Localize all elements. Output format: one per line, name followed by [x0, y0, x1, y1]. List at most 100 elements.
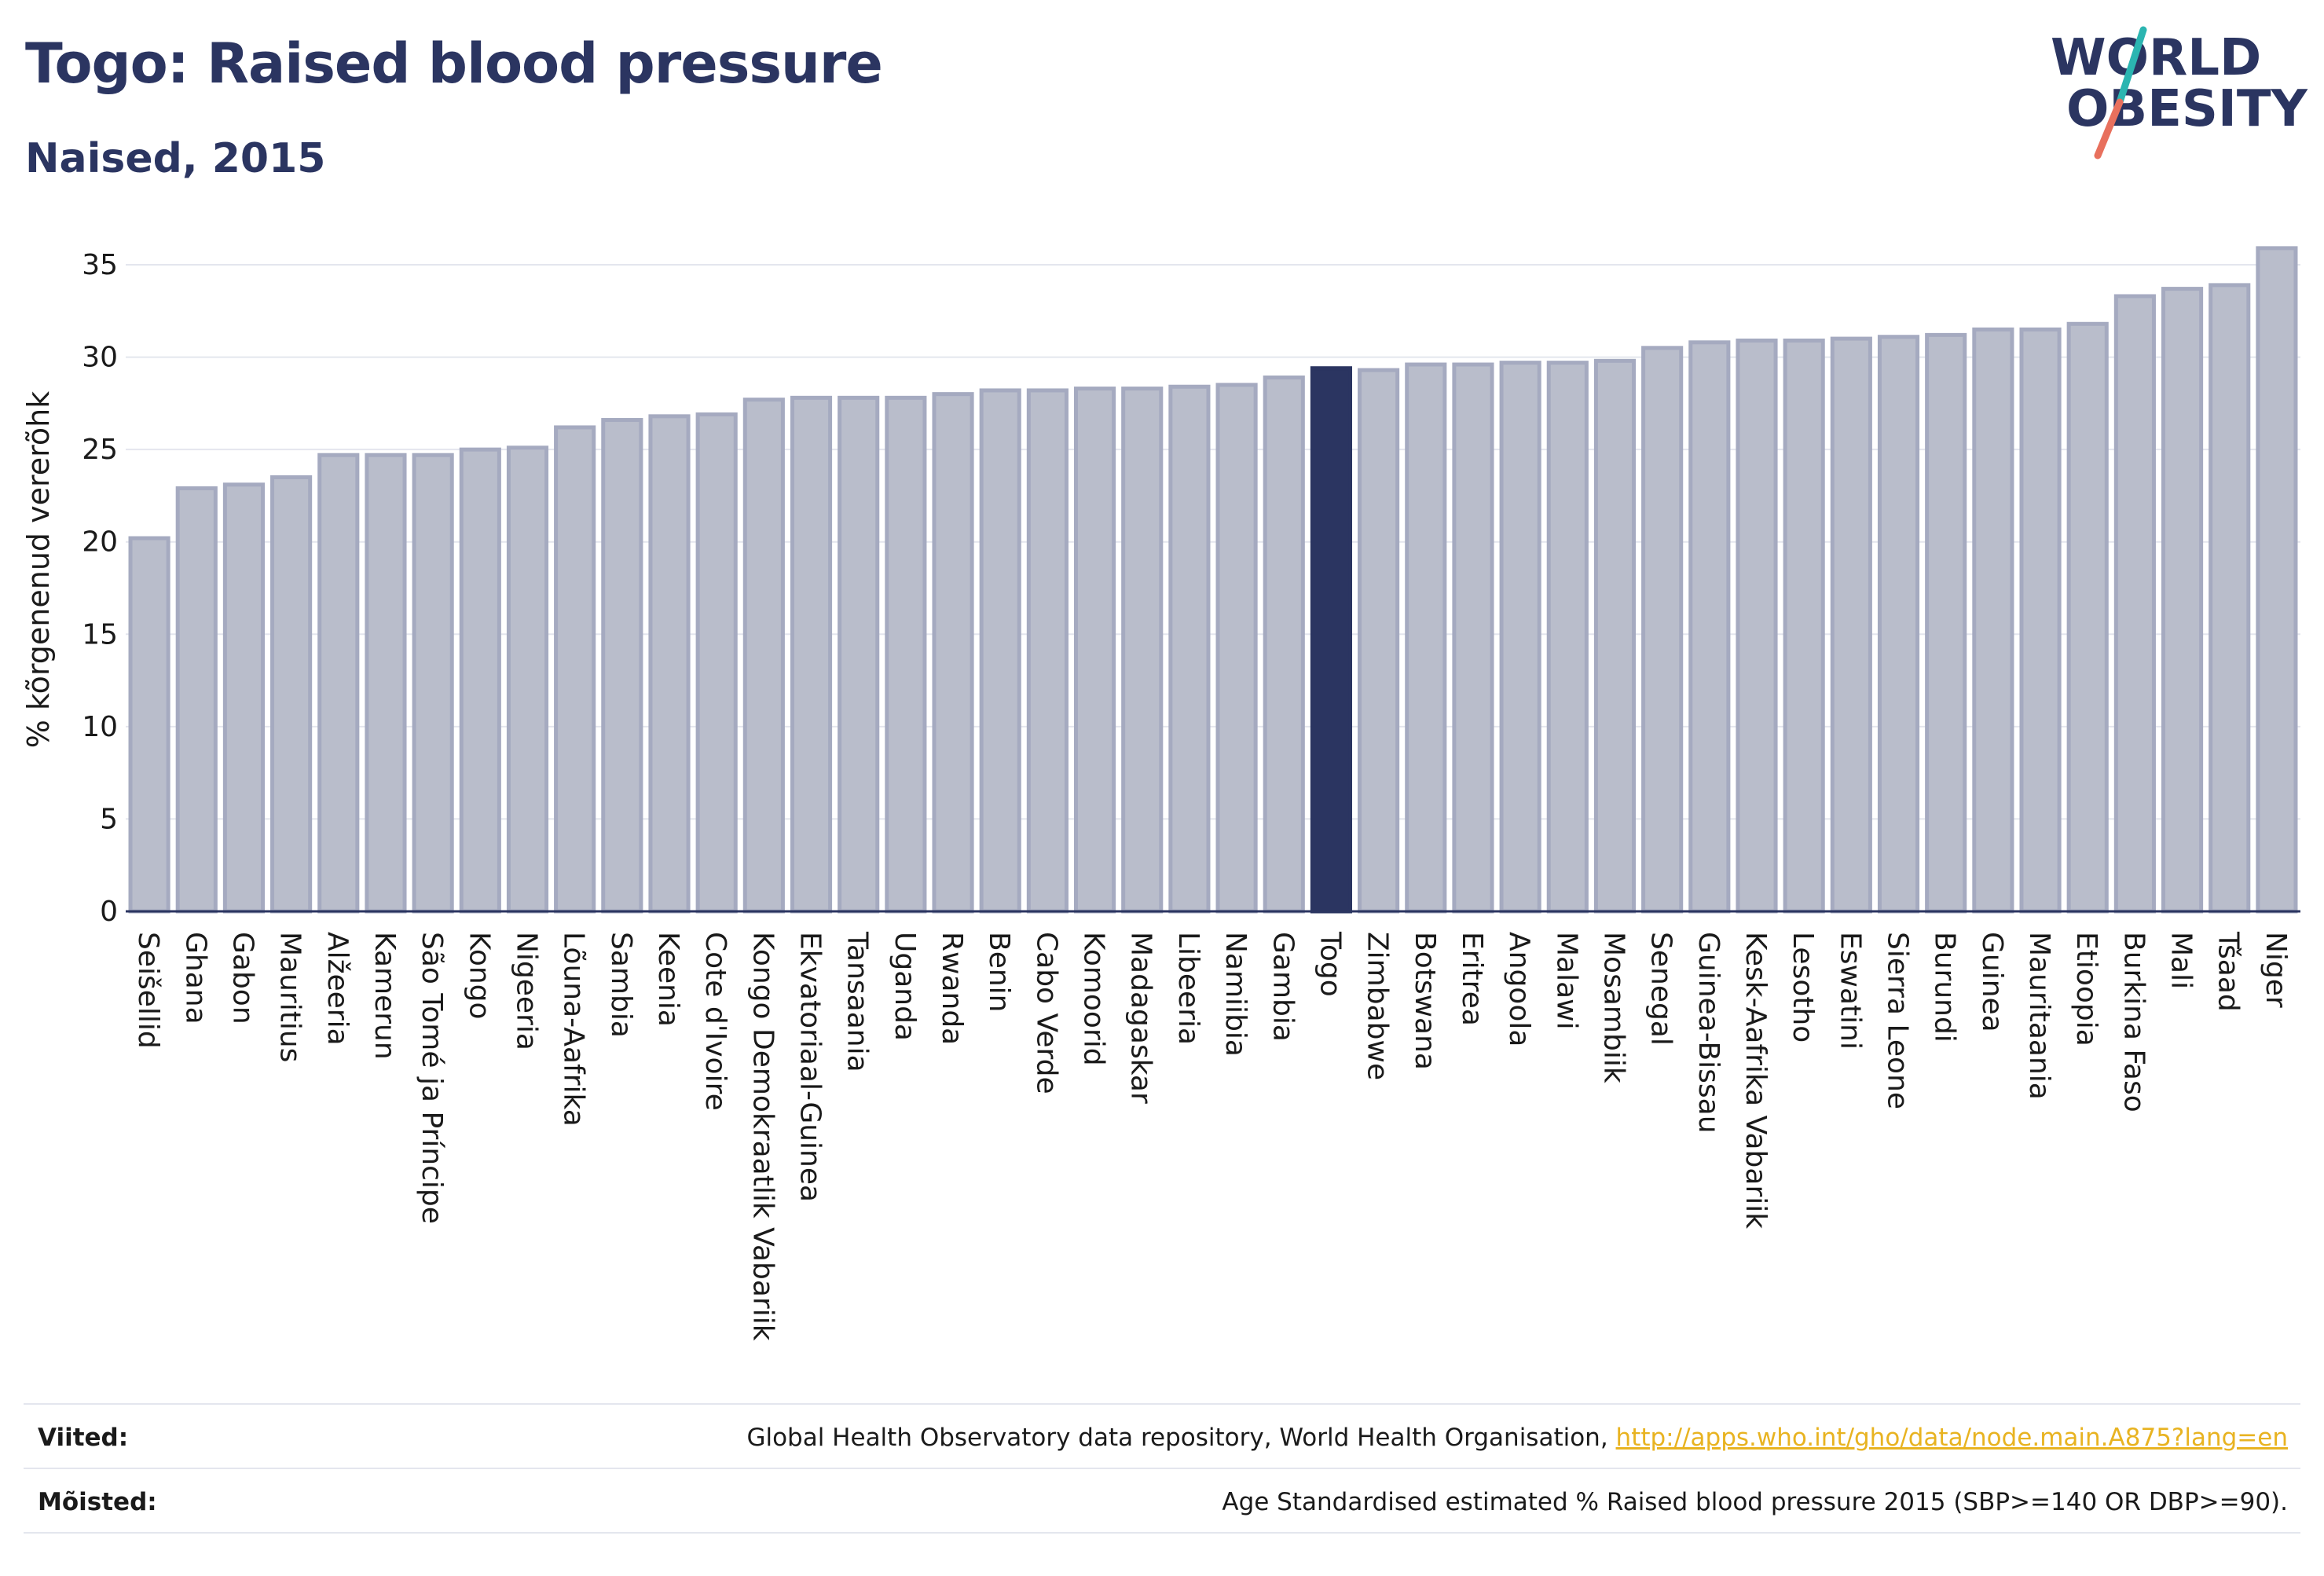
bar	[838, 395, 880, 914]
x-tick-label: Ekvatoriaal-Guinea	[794, 932, 827, 1202]
y-tick-label: 35	[82, 249, 118, 281]
bar	[1026, 388, 1069, 914]
x-tick-label: Uganda	[889, 932, 921, 1041]
x-tick-label: Sierra Leone	[1882, 932, 1914, 1109]
bar	[648, 414, 691, 914]
x-tick-label: Burkina Faso	[2117, 932, 2150, 1112]
x-tick-label: Rwanda	[936, 932, 968, 1045]
y-tick-label: 25	[82, 434, 118, 466]
sources-link[interactable]: http://apps.who.int/gho/data/node.main.A…	[1615, 1424, 2288, 1452]
x-tick-label: Lõuna-Aafrika	[558, 932, 590, 1127]
x-tick-label: Gabon	[226, 932, 258, 1024]
bar	[1405, 362, 1447, 914]
bar	[128, 536, 170, 914]
x-tick-label: Tšaad	[2212, 931, 2245, 1012]
bar	[1641, 346, 1684, 914]
bar	[459, 447, 501, 914]
bar	[2113, 294, 2156, 914]
world-obesity-logo: WORLD OBESITY	[2051, 26, 2308, 159]
bar-chart: 0 5 10 15 20 25 30 35 % kõrgenenud vererõhk Seiše…	[21, 246, 2300, 1341]
bar	[2161, 287, 2204, 914]
bar	[506, 445, 549, 914]
sources-label: Viited:	[38, 1424, 129, 1452]
x-tick-label: Kongo	[463, 932, 495, 1020]
bar	[1688, 340, 1731, 914]
x-tick-label: Eswatini	[1834, 932, 1866, 1050]
bar	[1263, 375, 1305, 914]
x-tick-label: Guinea	[1976, 932, 2008, 1032]
logo-line-world: WORLD	[2051, 29, 2261, 87]
x-tick-label: Guinea-Bissau	[1692, 932, 1725, 1134]
y-axis-label: % kõrgenenud vererõhk	[21, 391, 56, 749]
x-tick-label: Seišellid	[132, 932, 164, 1049]
bar	[1736, 338, 1778, 914]
y-tick-label: 15	[82, 618, 118, 651]
x-tick-label: Botswana	[1409, 932, 1441, 1070]
chart-title: Togo: Raised blood pressure	[25, 31, 883, 96]
bar	[1358, 368, 1400, 914]
x-tick-label: Mauritius	[274, 932, 306, 1062]
bar	[1310, 366, 1353, 914]
x-tick-label: Angoola	[1503, 932, 1535, 1046]
bar	[554, 425, 596, 914]
x-tick-label: Kongo Demokraatlik Vabariik	[746, 932, 779, 1341]
y-tick-label: 20	[82, 526, 118, 559]
x-tick-label: Eritrea	[1456, 932, 1488, 1026]
bar	[885, 395, 927, 914]
footer-divider	[24, 1532, 2300, 1534]
bar	[1593, 358, 1637, 914]
bar	[932, 392, 974, 914]
bar	[222, 482, 266, 914]
x-tick-label: Tansaania	[841, 931, 874, 1072]
bar	[412, 453, 454, 914]
x-tick-label: São Tomé ja Príncipe	[416, 932, 448, 1224]
x-tick-label: Cote d'Ivoire	[699, 932, 731, 1111]
definitions-row: Mõisted: Age Standardised estimated % Ra…	[24, 1468, 2300, 1534]
x-tick-label: Kamerun	[368, 932, 401, 1060]
bar	[979, 388, 1021, 914]
bar	[1877, 335, 1920, 914]
bar	[317, 453, 360, 914]
definitions-text: Age Standardised estimated % Raised bloo…	[1222, 1488, 2288, 1516]
bar	[1168, 384, 1211, 914]
bar	[1499, 361, 1541, 914]
x-tick-label: Etioopia	[2070, 932, 2102, 1046]
x-tick-label: Namiibia	[1219, 932, 1252, 1057]
x-tick-label: Benin	[983, 932, 1015, 1012]
x-tick-label: Cabo Verde	[1030, 932, 1062, 1094]
bar	[2256, 246, 2298, 914]
bar	[2209, 283, 2251, 914]
bar	[1121, 387, 1164, 914]
x-tick-label: Malawi	[1550, 932, 1582, 1030]
bar	[1925, 332, 1967, 914]
bar	[790, 395, 833, 914]
x-tick-label: Burundi	[1929, 932, 1961, 1043]
sources-text: Global Health Observatory data repositor…	[746, 1424, 2288, 1452]
x-tick-label: Nigeeria	[510, 932, 542, 1050]
bar	[1073, 387, 1116, 914]
y-tick-label: 0	[100, 896, 118, 928]
x-tick-label: Alžeeria	[321, 932, 354, 1046]
bar	[2066, 321, 2109, 914]
x-tick-label: Kesk-Aafrika Vabariik	[1739, 932, 1772, 1229]
chart-subtitle: Naised, 2015	[25, 135, 326, 182]
x-tick-label: Komoorid	[1078, 932, 1110, 1066]
y-tick-label: 5	[100, 803, 118, 835]
x-tick-label: Zimbabwe	[1362, 932, 1394, 1080]
bar	[695, 412, 738, 914]
bar	[1830, 336, 1872, 914]
bar	[601, 418, 643, 914]
x-tick-label: Senegal	[1645, 932, 1677, 1046]
bar	[2019, 327, 2062, 914]
sources-description: Global Health Observatory data repositor…	[746, 1424, 1616, 1452]
bar	[1972, 327, 2014, 914]
y-tick-label: 30	[82, 342, 118, 374]
x-tick-label: Keenia	[652, 932, 684, 1027]
bar	[1783, 338, 1825, 914]
x-tick-label: Lesotho	[1787, 932, 1819, 1043]
bar	[1546, 361, 1589, 914]
y-tick-label: 10	[82, 711, 118, 743]
bar	[1215, 383, 1258, 914]
x-tick-label: Togo	[1314, 931, 1346, 997]
bar	[270, 475, 313, 914]
